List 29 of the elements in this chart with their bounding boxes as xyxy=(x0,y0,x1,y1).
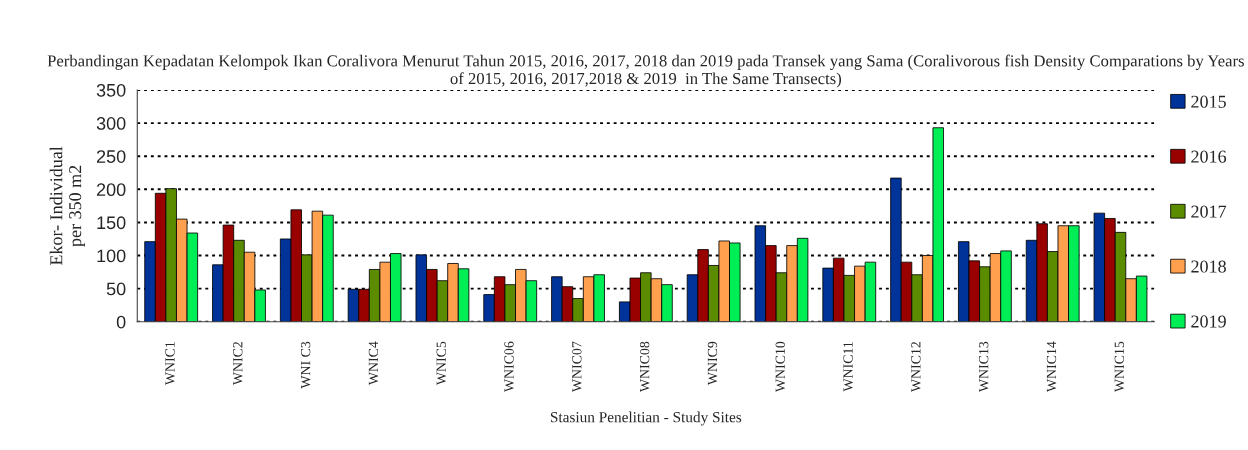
legend-label: 2018 xyxy=(1191,260,1226,273)
y-tick-label: 200 xyxy=(96,183,126,197)
x-tick-label: WNIC13 xyxy=(979,341,989,393)
x-tick-label: WNIC5 xyxy=(436,341,446,386)
x-tick-label: WNIC07 xyxy=(572,341,582,393)
x-tick-label: WNIC15 xyxy=(1114,341,1125,393)
x-tick-label: WNIC1 xyxy=(165,342,175,386)
y-axis-title: Ekor- Individual per 350 m2 xyxy=(49,146,85,266)
x-tick-label: WNIC10 xyxy=(775,341,786,393)
x-axis-title: Stasiun Penelitian - Study Sites xyxy=(550,411,742,426)
x-tick-label: WNIC06 xyxy=(504,341,514,393)
x-tick-label: WNIC11 xyxy=(843,342,853,392)
y-tick-label: 50 xyxy=(106,282,126,296)
y-tick-label: 150 xyxy=(97,216,126,230)
y-tick-label: 250 xyxy=(96,150,126,163)
legend-label: 2017 xyxy=(1191,205,1227,218)
x-tick-label: WNIC14 xyxy=(1046,341,1057,393)
y-tick-label: 100 xyxy=(97,249,126,263)
y-tick-label: 0 xyxy=(116,315,126,329)
x-tick-label: WNIC12 xyxy=(911,341,921,393)
x-tick-label: WNIC08 xyxy=(639,341,650,393)
legend-label: 2016 xyxy=(1191,150,1227,163)
x-tick-label: WNI C3 xyxy=(300,341,311,389)
legend-label: 2015 xyxy=(1191,95,1226,108)
legend-label: 2019 xyxy=(1191,315,1226,328)
x-tick-label: WNIC4 xyxy=(368,341,379,386)
x-tick-label: WNIC2 xyxy=(233,341,243,386)
y-tick-label: 300 xyxy=(96,117,126,130)
x-tick-label: WNIC9 xyxy=(707,341,718,386)
